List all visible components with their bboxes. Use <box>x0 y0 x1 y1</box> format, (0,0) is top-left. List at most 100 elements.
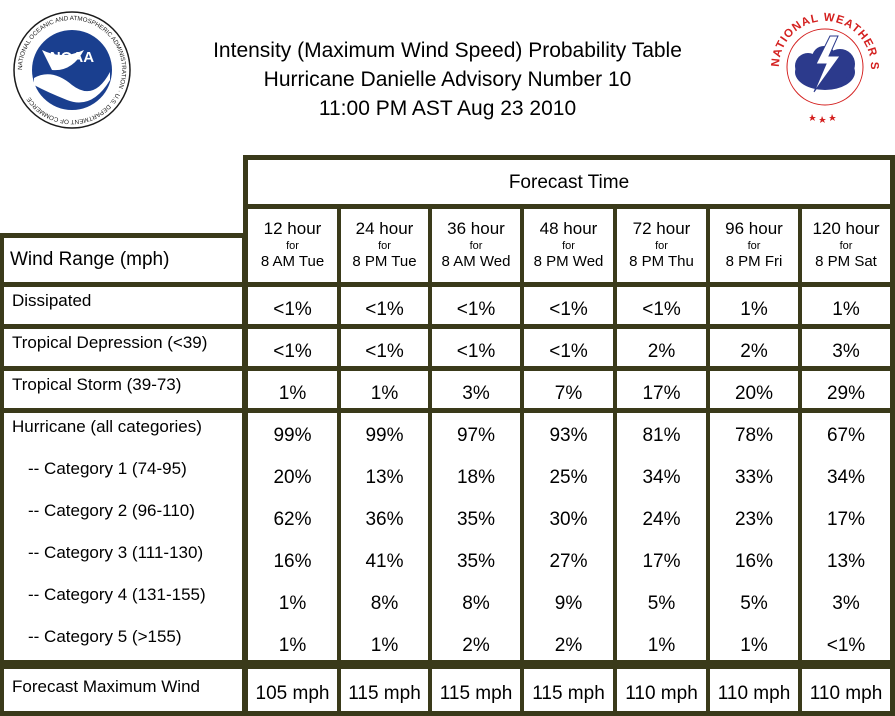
max-wind-value: 110 mph <box>809 683 883 704</box>
max-wind-value: 115 mph <box>348 683 421 704</box>
column-when: 8 PM Sat <box>815 253 877 270</box>
column-hour: 72 hour <box>632 219 691 238</box>
value-cell-group: 93% 25% 30% 27% 9% 2% <box>524 413 613 660</box>
table-value: 25% <box>549 467 588 488</box>
table-value: 78% <box>734 425 774 446</box>
value-cell-group: 2% <box>617 329 706 366</box>
wind-range-header: Wind Range (mph) <box>4 238 242 282</box>
row-label-group: Hurricane (all categories) -- Category 1 … <box>4 413 242 660</box>
row-label: Tropical Depression (<39) <box>12 333 208 352</box>
table-value: 35% <box>456 551 496 572</box>
row-label-group: Tropical Depression (<39) <box>4 329 242 366</box>
row-label-group: Dissipated <box>4 287 242 324</box>
column-when: 8 PM Wed <box>533 253 604 270</box>
column-when: 8 AM Tue <box>260 253 325 270</box>
row-label: Tropical Storm (39-73) <box>12 375 182 394</box>
page-title: Intensity (Maximum Wind Speed) Probabili… <box>160 36 735 123</box>
table-value: 16% <box>273 551 312 572</box>
value-cell-group: <1% <box>248 329 337 366</box>
max-wind-label: Forecast Maximum Wind <box>12 677 200 696</box>
table-value: 17% <box>642 551 681 572</box>
table-value: 8% <box>370 593 399 614</box>
max-wind-value: 115 mph <box>532 683 605 704</box>
table-value: 1% <box>740 299 768 320</box>
table-value: 23% <box>734 509 774 530</box>
column-when: 8 PM Thu <box>629 253 694 270</box>
value-cell-group: <1% <box>248 287 337 324</box>
table-value: 3% <box>832 341 860 362</box>
column-header-2: 24 hour for 8 PM Tue <box>341 209 428 282</box>
table-value: 5% <box>740 593 768 614</box>
column-when: 8 PM Tue <box>352 253 417 270</box>
table-value: 17% <box>826 509 866 530</box>
column-hour: 24 hour <box>355 219 414 238</box>
value-cell-group: <1% <box>432 287 520 324</box>
row-label: -- Category 4 (131-155) <box>28 585 206 604</box>
table-value: 99% <box>273 425 312 446</box>
title-line-2: Hurricane Danielle Advisory Number 10 <box>263 68 632 91</box>
table-value: 5% <box>647 593 676 614</box>
table-value: 18% <box>456 467 496 488</box>
value-cell-group: 67% 34% 17% 13% 3% <1% <box>802 413 890 660</box>
value-cell-group: 1% <box>341 371 428 408</box>
value-cell-group: 1% <box>710 287 798 324</box>
table-value: 1% <box>370 383 399 404</box>
table-value: 97% <box>456 425 496 446</box>
column-header-5: 72 hour for 8 PM Thu <box>617 209 706 282</box>
value-cell-group: 29% <box>802 371 890 408</box>
column-for: for <box>747 240 761 252</box>
table-value: 30% <box>549 509 588 530</box>
value-cell-group: 7% <box>524 371 613 408</box>
table-value: <1% <box>456 341 496 362</box>
table-value: <1% <box>826 635 866 656</box>
value-cell-group: 78% 33% 23% 16% 5% 1% <box>710 413 798 660</box>
value-cell-group: 3% <box>802 329 890 366</box>
column-for: for <box>469 240 483 252</box>
table-value: 1% <box>370 635 399 656</box>
max-wind-label-cell: Forecast Maximum Wind <box>4 669 242 711</box>
table-value: 2% <box>647 341 676 362</box>
table-value: 36% <box>365 509 404 530</box>
forecast-time-header: Forecast Time <box>248 160 890 204</box>
table-value: 67% <box>826 425 866 446</box>
table-value: 2% <box>740 341 768 362</box>
title-line-1: Intensity (Maximum Wind Speed) Probabili… <box>213 39 682 62</box>
max-wind-cell: 115 mph <box>432 669 520 711</box>
table-value: 3% <box>832 593 860 614</box>
table-value: 33% <box>734 467 774 488</box>
value-cell-group: <1% <box>341 329 428 366</box>
value-cell-group: <1% <box>524 329 613 366</box>
max-wind-cell: 110 mph <box>617 669 706 711</box>
table-value: 1% <box>278 593 307 614</box>
max-wind-cell: 115 mph <box>341 669 428 711</box>
table-value: 9% <box>554 593 583 614</box>
table-value: 16% <box>734 551 774 572</box>
column-header-6: 96 hour for 8 PM Fri <box>710 209 798 282</box>
column-header-4: 48 hour for 8 PM Wed <box>524 209 613 282</box>
value-cell-group: 97% 18% 35% 35% 8% 2% <box>432 413 520 660</box>
table-value: 1% <box>647 635 676 656</box>
value-cell-group: 99% 20% 62% 16% 1% 1% <box>248 413 337 660</box>
column-hour: 48 hour <box>539 219 598 238</box>
column-when: 8 AM Wed <box>441 253 511 270</box>
table-value: 35% <box>456 509 496 530</box>
table-value: <1% <box>365 299 404 320</box>
table-value: 17% <box>642 383 681 404</box>
row-label: Dissipated <box>12 291 92 310</box>
table-value: 1% <box>278 635 307 656</box>
table-value: 3% <box>462 383 490 404</box>
column-for: for <box>562 240 575 252</box>
column-hour: 36 hour <box>447 219 505 238</box>
column-for: for <box>378 240 391 252</box>
row-label: Hurricane (all categories) <box>12 417 202 436</box>
row-label: -- Category 2 (96-110) <box>28 501 195 520</box>
table-value: 99% <box>365 425 404 446</box>
table-value: 7% <box>554 383 583 404</box>
noaa-logo-text: NOAA <box>50 49 94 66</box>
table-value: <1% <box>273 341 312 362</box>
value-cell-group: <1% <box>341 287 428 324</box>
max-wind-cell: 110 mph <box>710 669 798 711</box>
value-cell-group: <1% <box>524 287 613 324</box>
row-label: -- Category 5 (>155) <box>28 627 182 646</box>
column-hour: 96 hour <box>725 219 783 238</box>
